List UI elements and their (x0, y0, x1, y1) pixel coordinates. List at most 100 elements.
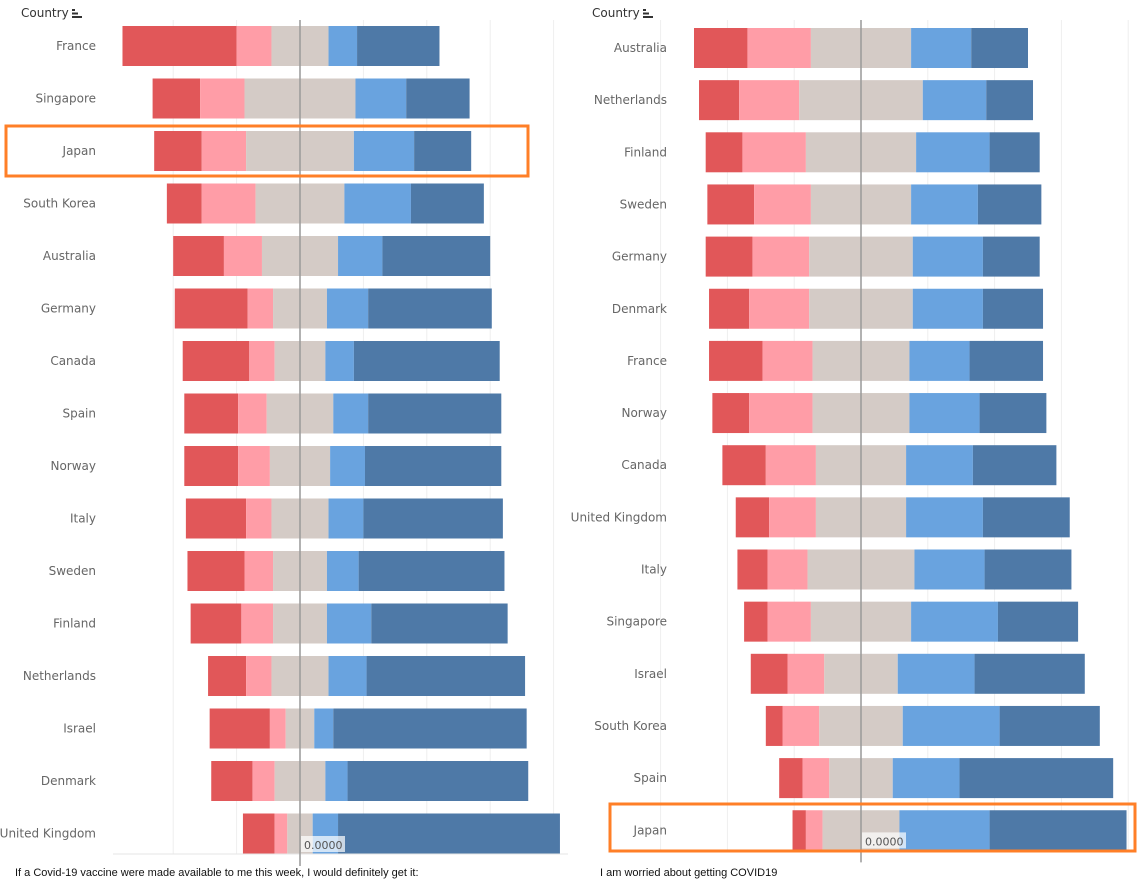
bar-segment-negative (201, 131, 247, 171)
bar-segment-strong-positive (959, 758, 1114, 799)
bar-segment-strong-positive (414, 131, 472, 171)
highlight-box (608, 802, 1137, 853)
bar-segment-strong-positive (969, 340, 1044, 381)
category-label: Singapore (606, 615, 667, 629)
bar-segment-strong-negative (185, 498, 247, 539)
bar-segment-strong-negative (166, 183, 202, 224)
bar-segment-strong-negative (209, 708, 270, 749)
category-label: Norway (50, 459, 96, 473)
category-label: Israel (63, 722, 96, 736)
bar-segment-positive (911, 28, 972, 68)
bar-segment-negative (269, 708, 286, 749)
bar-segment-strong-negative (744, 601, 768, 642)
bar-segment-strong-positive (982, 236, 1040, 277)
bar-segment-negative (805, 810, 823, 851)
bar-segment-negative (236, 26, 272, 66)
bar-segment-strong-positive (364, 446, 502, 486)
bar-segment-strong-positive (357, 26, 440, 66)
country-header-left[interactable]: Country (21, 6, 82, 21)
bar-segment-strong-negative (750, 653, 788, 694)
bar-segment-strong-negative (184, 446, 239, 486)
bar-segment-positive (330, 446, 365, 486)
category-label: Australia (43, 249, 96, 263)
bar-segment-strong-negative (174, 288, 248, 329)
bar-segment-strong-negative (792, 810, 806, 851)
bar-segment-positive (338, 236, 383, 276)
bar-segment-positive (911, 184, 978, 225)
bar-segment-positive (314, 708, 334, 749)
bar-segment-positive (344, 183, 411, 224)
bar-segment-positive (912, 288, 983, 329)
bar-segment-strong-positive (410, 183, 484, 224)
category-label: Denmark (41, 774, 96, 788)
bar-segment-strong-positive (368, 288, 492, 329)
bar-segment-negative (762, 340, 813, 381)
bar-segment-strong-positive (972, 445, 1057, 486)
category-label: France (627, 354, 667, 368)
bar-segment-negative (749, 288, 810, 329)
bar-segment-negative (742, 132, 806, 173)
bar-segment-strong-positive (974, 653, 1085, 694)
bar-segment-strong-positive (347, 761, 529, 801)
category-label: South Korea (23, 197, 96, 211)
bar-segment-strong-positive (363, 498, 503, 539)
category-label: Israel (634, 667, 667, 681)
bar-segment-positive (333, 393, 369, 434)
center-label: 0.0000 (304, 839, 343, 852)
bar-segment-strong-negative (699, 80, 740, 121)
bar-segment-strong-positive (371, 603, 508, 644)
bar-segment-strong-positive (406, 78, 470, 119)
category-label: United Kingdom (0, 827, 96, 841)
center-label-bg (301, 836, 345, 852)
bar-segment-positive (353, 131, 415, 171)
bar-segment-positive (906, 497, 983, 538)
bar-segment-strong-positive (382, 236, 491, 276)
highlight-box (4, 124, 530, 178)
bar-segment-negative (252, 761, 275, 801)
bar-segment-negative (749, 393, 813, 434)
bar-segment-positive (328, 498, 364, 539)
bar-segment-positive (355, 78, 407, 119)
category-label: Sweden (49, 564, 96, 578)
bar-segment-negative (754, 184, 811, 225)
category-label: Denmark (612, 302, 667, 316)
sort-descending-icon[interactable] (642, 7, 653, 21)
category-label: United Kingdom (571, 510, 667, 524)
bar-segment-strong-positive (368, 393, 502, 434)
category-label: Italy (70, 512, 96, 526)
country-header-right[interactable]: Country (592, 6, 653, 21)
bar-segment-strong-negative (705, 236, 753, 277)
bar-segment-strong-negative (154, 131, 202, 171)
bar-segment-strong-negative (208, 656, 247, 696)
category-label: Japan (62, 144, 96, 158)
bar-segment-positive (912, 236, 983, 277)
center-label-bg (862, 832, 906, 849)
bar-segment-strong-positive (999, 705, 1100, 746)
bar-segment-negative (246, 656, 272, 696)
category-label: Italy (641, 563, 667, 577)
bar-segment-positive (328, 26, 358, 66)
category-label: Canada (621, 458, 667, 472)
bar-segment-strong-negative (152, 78, 201, 119)
bar-segment-strong-negative (712, 393, 750, 434)
bar-segment-negative (765, 445, 816, 486)
country-header-label: Country (592, 6, 640, 20)
bar-segment-strong-negative (707, 184, 755, 225)
bar-segment-negative (246, 498, 272, 539)
bar-segment-strong-positive (997, 601, 1079, 642)
bar-segment-strong-positive (366, 656, 526, 696)
category-label: Singapore (35, 92, 96, 106)
bar-segment-strong-positive (982, 288, 1044, 329)
bar-segment-strong-positive (338, 813, 560, 854)
country-header-label: Country (21, 6, 69, 20)
bar-segment-negative (782, 705, 820, 746)
bar-segment-strong-negative (184, 393, 239, 434)
sort-descending-icon[interactable] (71, 7, 82, 21)
bar-segment-positive (326, 603, 372, 644)
bar-segment-strong-negative (779, 758, 803, 799)
bar-segment-negative (752, 236, 810, 277)
category-label: Finland (624, 145, 667, 159)
bar-segment-positive (906, 445, 973, 486)
bar-segment-negative (767, 601, 811, 642)
